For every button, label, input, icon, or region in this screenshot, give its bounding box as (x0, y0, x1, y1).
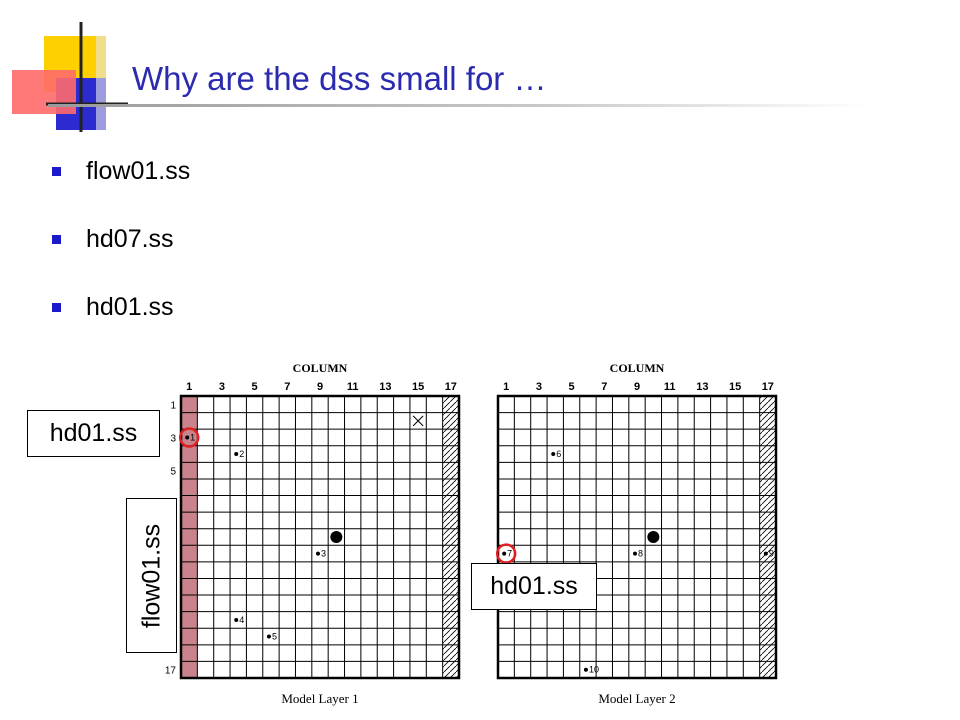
highlight-circle (495, 543, 517, 564)
column-tick-label: 5 (569, 381, 575, 393)
row-tick-label: 1 (170, 400, 176, 411)
no-flow-boundary-column (442, 396, 459, 678)
column-tick-label: 1 (503, 381, 509, 393)
observation-well-dot (551, 452, 556, 457)
bullet-item: hd01.ss (52, 288, 190, 356)
callout-text: hd01.ss (49, 419, 138, 447)
layer-grid-1 (178, 394, 461, 680)
grid-border (179, 394, 461, 680)
observation-well-dot (583, 667, 588, 672)
column-tick-label: 9 (634, 381, 640, 393)
flow-boundary-column (181, 396, 198, 678)
title-underline (48, 104, 868, 107)
column-tick-label: 9 (317, 381, 323, 393)
layer-grid-2 (495, 394, 778, 680)
layer-caption: Model Layer 2 (598, 691, 675, 706)
observation-well-label: 5 (272, 632, 277, 642)
column-tick-label: 7 (601, 381, 607, 393)
column-tick-label: 17 (762, 381, 774, 393)
column-tick-label: 3 (536, 381, 542, 393)
observation-well-dot (633, 551, 637, 556)
column-tick-label: 5 (252, 381, 258, 393)
column-header: COLUMN (610, 361, 665, 375)
callout-hd01-left: hd01.ss (27, 410, 160, 457)
column-tick-label: 17 (445, 381, 457, 393)
column-tick-label: 13 (696, 381, 708, 393)
column-tick-label: 3 (219, 381, 225, 393)
observation-well-dot (763, 551, 768, 556)
no-flow-boundary-column (759, 396, 776, 678)
grid-border (496, 394, 778, 680)
row-tick-label: 17 (165, 666, 177, 677)
observation-well-dot (316, 551, 320, 556)
callout-flow01-vertical: flow01.ss (126, 498, 177, 653)
bullet-square-icon (52, 167, 61, 176)
column-tick-label: 1 (186, 381, 192, 393)
observation-well-label: 9 (769, 549, 774, 559)
observation-well-dot (234, 617, 239, 622)
observation-well-dot (185, 435, 190, 440)
column-header: COLUMN (293, 361, 348, 375)
observation-well-label: 3 (321, 549, 326, 559)
column-tick-label: 15 (412, 381, 424, 393)
column-tick-label: 7 (284, 381, 290, 393)
highlight-circle (178, 427, 200, 448)
bullet-text: hd07.ss (86, 225, 174, 253)
pumping-well-dot (647, 531, 660, 543)
column-tick-label: 13 (379, 381, 391, 393)
observation-well-label: 6 (556, 449, 561, 459)
bullet-item: flow01.ss (52, 152, 190, 220)
bullet-square-icon (52, 235, 61, 244)
callout-hd01-right: hd01.ss (471, 563, 597, 610)
observation-well-dot (234, 452, 239, 457)
row-tick-label: 3 (170, 433, 176, 444)
column-tick-label: 15 (729, 381, 741, 393)
bullet-item: hd07.ss (52, 220, 190, 288)
cross-marker (412, 415, 424, 427)
row-tick-label: 5 (170, 467, 176, 478)
callout-text: hd01.ss (490, 572, 578, 600)
bullet-square-icon (52, 303, 61, 312)
observation-well-label: 1 (190, 432, 195, 442)
callout-text: flow01.ss (137, 523, 165, 628)
layer-caption: Model Layer 1 (281, 691, 358, 706)
observation-well-label: 8 (638, 549, 643, 559)
bullet-text: flow01.ss (86, 157, 191, 185)
observation-well-label: 10 (589, 665, 599, 675)
column-tick-label: 11 (347, 381, 359, 393)
slide-title: Why are the dss small for … (132, 60, 547, 97)
observation-well-label: 7 (507, 549, 512, 559)
pumping-well-dot (330, 531, 343, 543)
bullet-text: hd01.ss (86, 293, 174, 321)
observation-well-dot (502, 551, 507, 556)
column-tick-label: 11 (664, 381, 676, 393)
observation-well-dot (266, 634, 271, 639)
observation-well-label: 4 (239, 615, 244, 625)
observation-well-label: 2 (239, 449, 244, 459)
bullet-list: flow01.ss hd07.ss hd01.ss (52, 152, 190, 356)
